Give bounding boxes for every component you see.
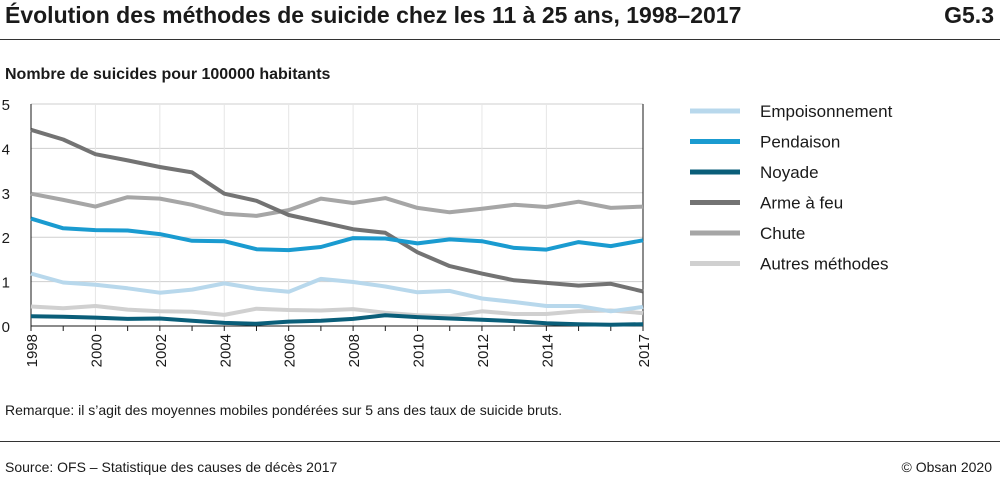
x-tick-label-2004: 2004 xyxy=(217,334,234,367)
y-tick-label-2: 2 xyxy=(2,230,10,247)
series-line-5 xyxy=(30,304,644,319)
y-tick-label-3: 3 xyxy=(2,186,10,203)
legend-label-0: Empoisonnement xyxy=(760,102,893,121)
remark-note: Remarque: il s’agit des moyennes mobiles… xyxy=(5,402,563,418)
source-note: Source: OFS – Statistique des causes de … xyxy=(5,459,338,475)
series-line-1 xyxy=(30,216,644,253)
series-line-2 xyxy=(30,313,644,327)
x-tick-label-2008: 2008 xyxy=(346,334,363,367)
x-tick-label-2012: 2012 xyxy=(475,334,492,367)
legend-label-2: Noyade xyxy=(760,163,819,182)
series-line-0 xyxy=(30,271,644,314)
x-tick-label-2002: 2002 xyxy=(153,334,170,367)
y-tick-label-1: 1 xyxy=(2,275,10,292)
y-tick-label-0: 0 xyxy=(2,319,10,336)
x-tick-label-2017: 2017 xyxy=(636,334,653,367)
legend-label-1: Pendaison xyxy=(760,133,840,152)
x-tick-label-1998: 1998 xyxy=(24,334,41,367)
legend-label-4: Chute xyxy=(760,224,805,243)
y-axis-label: Nombre de suicides pour 100000 habitants xyxy=(5,66,331,83)
x-tick-label-2006: 2006 xyxy=(282,334,299,367)
series-line-3 xyxy=(30,127,644,294)
y-tick-label-5: 5 xyxy=(2,97,10,114)
y-tick-label-4: 4 xyxy=(2,141,10,158)
x-tick-label-2000: 2000 xyxy=(88,334,105,367)
top-rule xyxy=(0,39,1000,40)
x-tick-label-2014: 2014 xyxy=(539,334,556,367)
legend-label-5: Autres méthodes xyxy=(760,255,889,274)
copyright-note: © Obsan 2020 xyxy=(901,459,993,475)
series-line-4 xyxy=(30,191,644,218)
figure-code: G5.3 xyxy=(944,2,994,28)
bottom-rule xyxy=(0,441,1000,442)
chart-title: Évolution des méthodes de suicide chez l… xyxy=(5,2,742,28)
x-tick-label-2010: 2010 xyxy=(411,334,428,367)
legend-label-3: Arme à feu xyxy=(760,194,843,213)
